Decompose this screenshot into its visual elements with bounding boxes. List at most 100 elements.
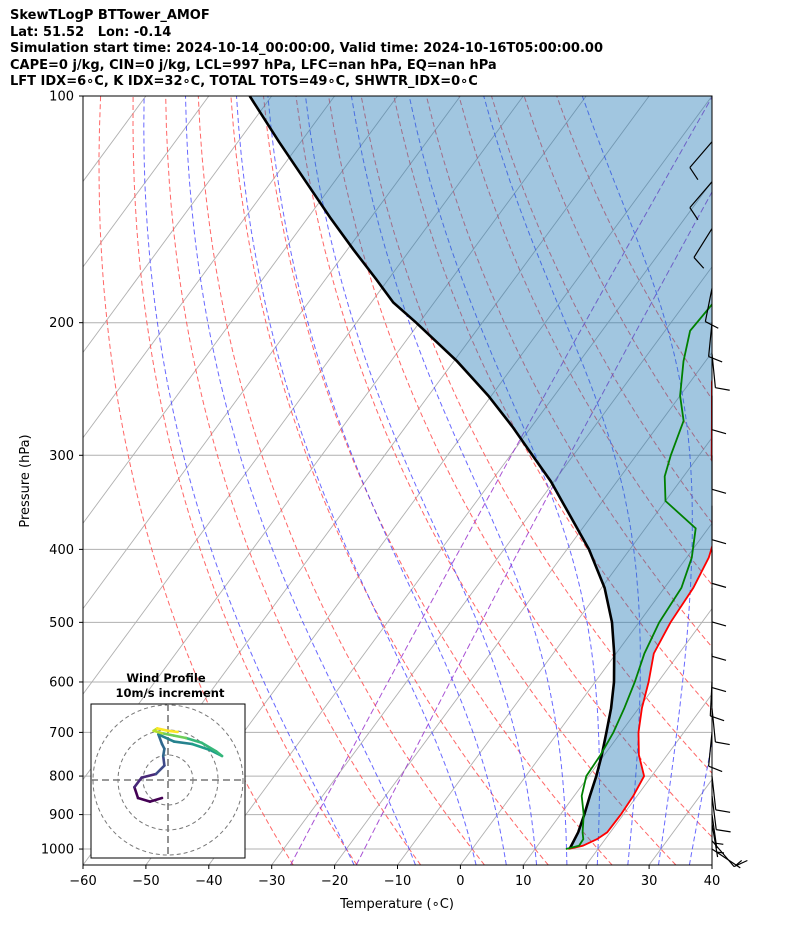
x-tick-label: 0 — [456, 874, 464, 889]
background-lines — [83, 96, 712, 865]
wind-barb — [711, 775, 731, 813]
moist-adiabat — [408, 96, 600, 865]
hodograph-segment — [200, 741, 218, 753]
dry-adiabat — [328, 96, 712, 838]
dry-adiabat — [230, 96, 549, 865]
mixing-ratio-line — [355, 190, 712, 865]
isotherm-line — [83, 96, 273, 354]
axes: −60 −50 −40 −30 −20 −10 0 10 20 30 40 1000 900 800 700… — [41, 90, 720, 890]
isotherm-line — [83, 96, 461, 610]
x-tick-label: 20 — [578, 874, 595, 889]
isotherm-line — [397, 437, 712, 865]
moist-adiabat — [688, 96, 712, 865]
moist-adiabat — [267, 96, 507, 865]
header-times: Simulation start time: 2024-10-14_00:00:… — [10, 41, 603, 56]
wind-barb — [704, 288, 719, 329]
isotherm-line — [83, 96, 398, 524]
temperature-line — [568, 376, 712, 850]
x-tick-label: −50 — [132, 874, 159, 889]
y-tick-label: 500 — [49, 616, 74, 631]
isotherm-line — [83, 96, 335, 439]
wind-barb — [711, 814, 724, 849]
wind-barbs — [689, 141, 748, 869]
wind-barb — [693, 228, 713, 269]
hodograph-segment — [136, 796, 152, 803]
wind-barb — [711, 653, 727, 693]
x-tick-label: −60 — [69, 874, 96, 889]
wind-barb — [708, 322, 723, 363]
moist-adiabat — [483, 96, 641, 865]
wind-barb — [711, 622, 727, 661]
wind-barb — [711, 549, 727, 588]
isotherm-line — [83, 96, 524, 695]
dry-adiabat — [425, 96, 712, 648]
wind-barb — [711, 353, 730, 391]
x-tick-label: −10 — [384, 874, 411, 889]
wind-barb — [711, 505, 727, 545]
hodograph-inset: Wind Profile 10m/s increment — [90, 671, 246, 859]
moist-adiabat — [305, 96, 538, 865]
header-indices-2: LFT IDX=6∘C, K IDX=32∘C, TOTAL TOTS=49∘C… — [10, 74, 478, 89]
dry-adiabat — [523, 96, 712, 462]
isotherm-line — [522, 607, 712, 865]
isotherm-line — [585, 693, 712, 865]
isotherm-line — [83, 96, 84, 97]
wind-barb — [711, 455, 727, 494]
hodograph-segment — [160, 731, 176, 737]
hodograph-segment — [161, 754, 166, 767]
y-tick-label: 700 — [49, 726, 74, 741]
x-tick-label: −40 — [195, 874, 222, 889]
x-tick-label: −30 — [258, 874, 285, 889]
header-title: SkewTLogP BTTower_AMOF — [10, 8, 210, 23]
y-tick-label: 600 — [49, 675, 74, 690]
isotherm-line — [83, 96, 210, 268]
y-tick-label: 200 — [49, 316, 74, 331]
x-tick-label: 40 — [704, 874, 721, 889]
cin-shaded-area — [249, 96, 712, 849]
isotherm-line — [711, 864, 712, 865]
inset-subtitle: 10m/s increment — [116, 686, 225, 700]
hodograph-segment — [166, 729, 179, 734]
wind-barb — [709, 681, 725, 722]
dry-adiabat — [263, 96, 613, 865]
dry-adiabat — [393, 96, 712, 711]
isotherm-line — [460, 522, 712, 865]
moist-adiabat — [236, 96, 477, 865]
y-axis-label: Pressure (hPa) — [18, 434, 33, 527]
dry-adiabat — [165, 96, 422, 865]
dry-adiabat — [360, 96, 712, 774]
wind-barb — [708, 732, 723, 773]
moist-adiabat — [581, 96, 693, 865]
moist-adiabat — [185, 96, 416, 865]
hodograph-segment — [133, 776, 143, 789]
wind-barb — [711, 395, 727, 435]
profile-lines — [248, 96, 712, 850]
x-axis-label: Temperature (∘C) — [339, 897, 454, 912]
wind-barb — [689, 141, 713, 181]
dry-adiabat — [295, 96, 677, 865]
wind-barb — [711, 823, 725, 858]
isotherm-line — [208, 180, 712, 865]
inset-title: Wind Profile — [126, 671, 206, 685]
hodograph-segment — [155, 727, 170, 733]
wind-barb — [689, 181, 713, 221]
y-tick-label: 1000 — [41, 843, 74, 858]
header-location: Lat: 51.52 Lon: -0.14 — [10, 24, 172, 40]
wind-barb — [711, 587, 727, 627]
y-tick-label: 400 — [49, 543, 74, 558]
x-tick-label: 10 — [515, 874, 532, 889]
parcel-profile-line — [248, 96, 616, 850]
moist-adiabat — [350, 96, 568, 865]
header-indices-1: CAPE=0 j/kg, CIN=0 j/kg, LCL=997 hPa, LF… — [10, 57, 497, 73]
dry-adiabat — [197, 96, 485, 865]
hodograph-segment — [184, 736, 203, 745]
hodograph-plot — [91, 704, 245, 858]
y-tick-label: 900 — [49, 808, 74, 823]
chart-header: SkewTLogP BTTower_AMOF Lat: 51.52 Lon: -… — [10, 8, 790, 91]
x-tick-label: −20 — [321, 874, 348, 889]
hodograph-segment — [133, 785, 140, 800]
hodograph-segment — [172, 734, 188, 740]
dewpoint-line — [565, 303, 712, 850]
moist-adiabat — [143, 96, 355, 865]
